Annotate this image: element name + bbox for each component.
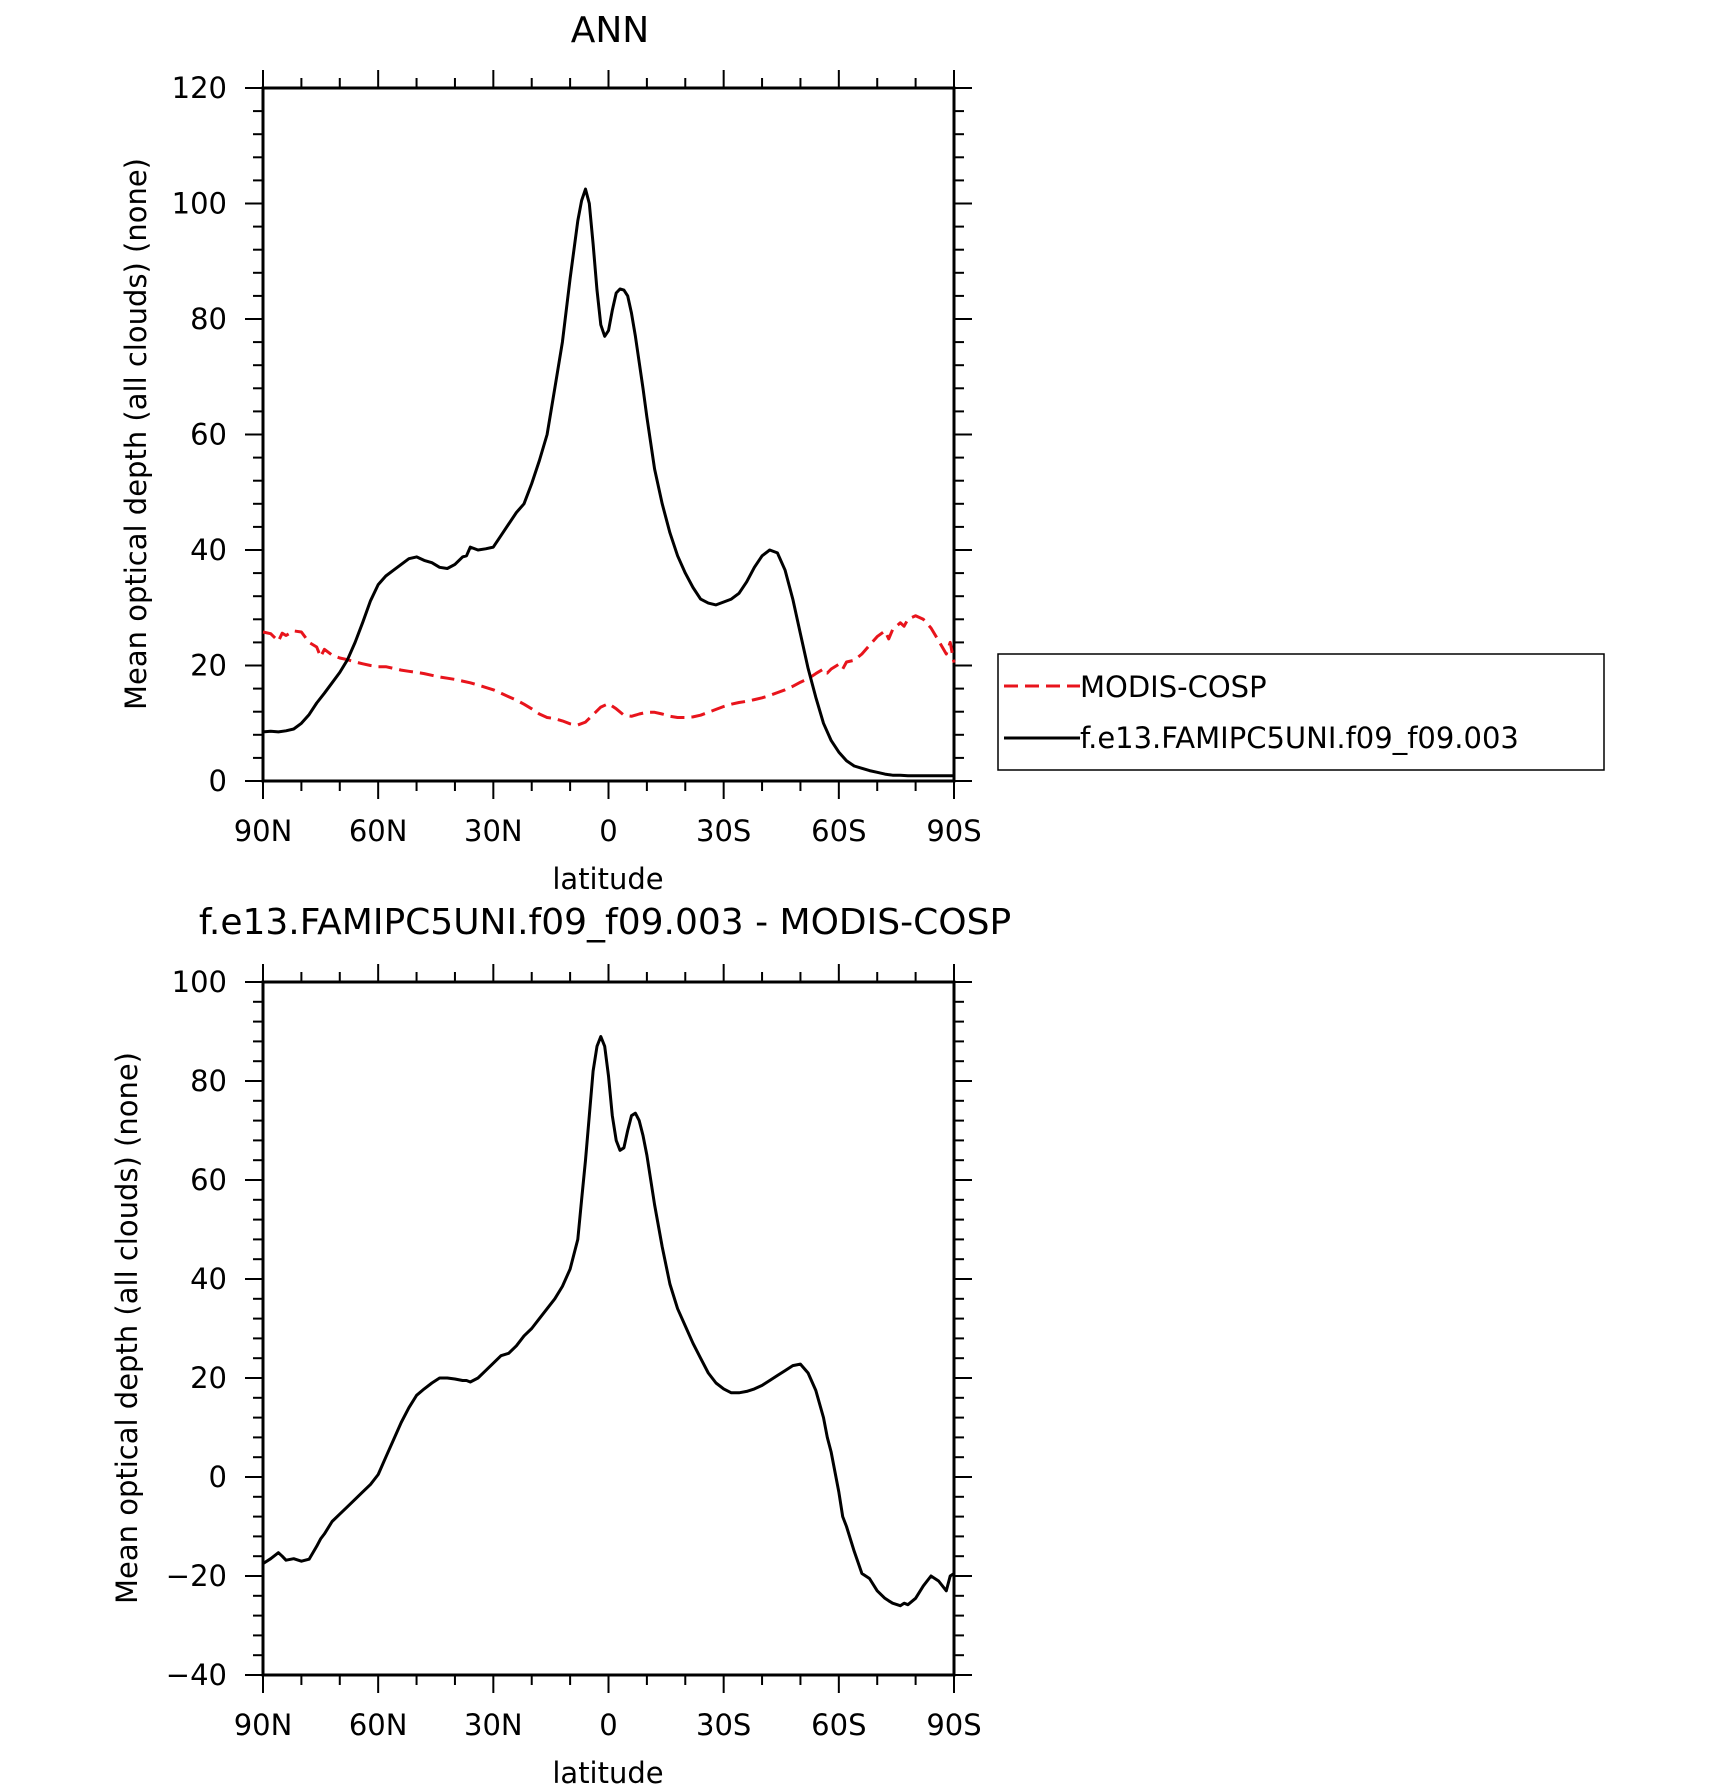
top-plot-lines: [262, 187, 956, 778]
bottom-panel: f.e13.FAMIPC5UNI.f09_f09.003 - MODIS-COS…: [110, 902, 1011, 1789]
bottom-panel-title: f.e13.FAMIPC5UNI.f09_f09.003 - MODIS-COS…: [199, 902, 1011, 943]
bottom-y-tick-label: 0: [209, 1460, 227, 1494]
top-y-axis: 0 20 40 60 80 100 120: [172, 71, 972, 798]
top-panel: ANN 90N 60N 30N 0 30S 60S 90S 020406080100120 …: [119, 10, 982, 896]
bottom-y-tick-label: 20: [190, 1361, 227, 1395]
top-y-tick-label: 0: [209, 764, 227, 798]
top-x-tick-label: 30N: [464, 814, 523, 848]
bottom-line-difference: [262, 1035, 955, 1608]
bottom-y-axis: −40 −20 0 20 40 60 80 100: [166, 965, 972, 1692]
bottom-y-tick-label: 40: [190, 1262, 227, 1296]
bottom-y-tick-label: 60: [190, 1163, 227, 1197]
legend-box: [997, 653, 1605, 771]
top-y-tick-label: 80: [190, 302, 227, 336]
top-panel-title: ANN: [571, 10, 650, 51]
top-y-tick-label: 20: [190, 649, 227, 683]
top-y-tick-label: 120: [172, 71, 227, 105]
bottom-x-tick-label: 90N: [234, 1708, 293, 1742]
top-x-axis: 90N 60N 30N 0 30S 60S 90S: [234, 70, 982, 848]
top-x-tick-label: 60S: [811, 814, 866, 848]
bottom-x-axis: 90N 60N 30N 0 30S 60S 90S: [234, 964, 982, 1742]
top-y-tick-label: 100: [172, 187, 227, 221]
legend-label-model: f.e13.FAMIPC5UNI.f09_f09.003: [1080, 721, 1519, 755]
top-x-tick-label: 30S: [696, 814, 751, 848]
top-x-tick-label: 0: [599, 814, 617, 848]
bottom-x-tick-label: 60S: [811, 1708, 866, 1742]
top-y-tick-label: 60: [190, 418, 227, 452]
legend: MODIS-COSP f.e13.FAMIPC5UNI.f09_f09.003: [997, 653, 1605, 771]
bottom-y-tick-label: 100: [172, 965, 227, 999]
bottom-x-tick-label: 60N: [349, 1708, 408, 1742]
bottom-y-tick-label: −40: [166, 1658, 227, 1692]
bottom-y-tick-label: 80: [190, 1064, 227, 1098]
bottom-x-axis-label: latitude: [552, 1756, 663, 1789]
top-x-tick-label: 90S: [926, 814, 981, 848]
top-y-tick-label: 40: [190, 533, 227, 567]
bottom-y-tick-label: −20: [166, 1559, 227, 1593]
top-x-tick-label: 60N: [349, 814, 408, 848]
top-y-axis-label: Mean optical depth (all clouds) (none): [119, 158, 153, 710]
top-line-modis-cosp: [262, 614, 956, 727]
bottom-x-tick-label: 0: [599, 1708, 617, 1742]
bottom-x-tick-label: 30N: [464, 1708, 523, 1742]
bottom-plot-lines: [262, 1035, 955, 1608]
top-x-tick-label: 90N: [234, 814, 293, 848]
top-line-f-e13-famipc5uni-f09-f09-003: [262, 187, 954, 778]
bottom-x-tick-label: 30S: [696, 1708, 751, 1742]
legend-label-modis-cosp: MODIS-COSP: [1080, 670, 1267, 704]
bottom-x-tick-label: 90S: [926, 1708, 981, 1742]
top-x-axis-label: latitude: [552, 862, 663, 896]
bottom-y-axis-label: Mean optical depth (all clouds) (none): [110, 1052, 144, 1604]
